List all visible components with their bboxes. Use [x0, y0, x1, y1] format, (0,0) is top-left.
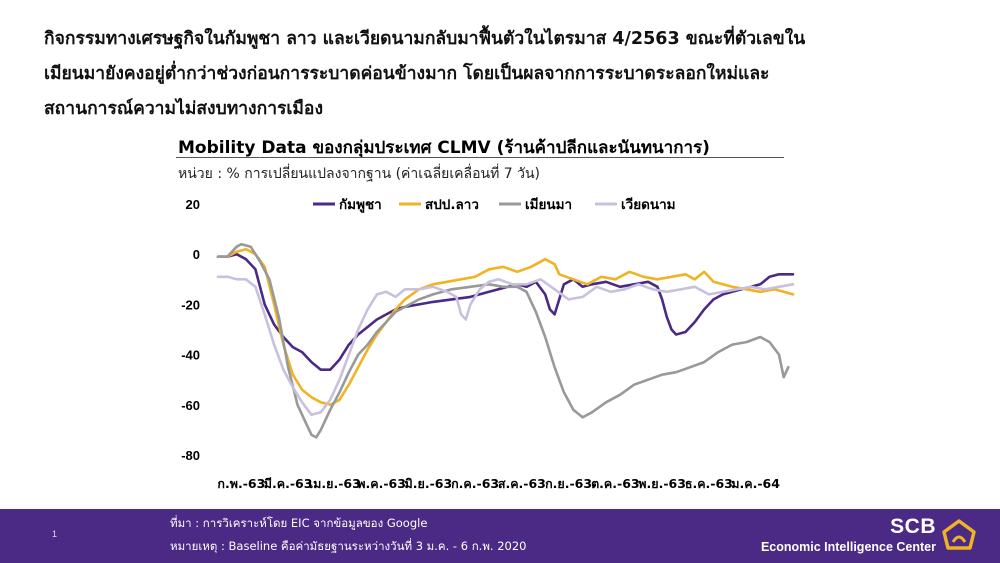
series-line-3 — [216, 242, 790, 439]
baseline-note: หมายเหตุ : Baseline คือค่ามัธยฐานระหว่าง… — [170, 539, 527, 553]
series-line-4 — [216, 275, 795, 417]
legend-label: เมียนมา — [525, 197, 572, 213]
series-line-1 — [216, 252, 795, 371]
x-tick-label: ก.ค.-63 — [451, 476, 499, 491]
headline-line-3: สถานการณ์ความไม่สงบทางการเมือง — [44, 99, 323, 119]
x-tick-label: ต.ค.-63 — [591, 476, 640, 491]
scb-house-logo-icon — [942, 519, 976, 550]
brand-block: SCB Economic Intelligence Center — [760, 515, 936, 555]
chart-subtitle: หน่วย : % การเปลี่ยนแปลงจากฐาน (ค่าเฉลี่… — [178, 166, 541, 182]
footer-bar — [0, 509, 1000, 563]
mobility-line-chart: 200-20-40-60-80 ก.พ.-63มี.ค.-63เม.ย.-63พ… — [181, 197, 795, 491]
legend-label: เวียดนาม — [621, 197, 676, 213]
x-tick-label: มิ.ย.-63 — [405, 476, 453, 491]
x-tick-label: มี.ค.-63 — [264, 476, 313, 491]
y-tick-label: -20 — [181, 297, 200, 312]
y-tick-label: -60 — [181, 398, 200, 413]
y-axis: 20 0 -20 -40 -60 -80 — [181, 197, 200, 463]
y-tick-label: -40 — [181, 348, 200, 363]
headline-line-1: กิจกรรมทางเศรษฐกิจในกัมพูชา ลาว และเวียด… — [44, 29, 806, 49]
x-tick-label: ส.ค.-63 — [498, 476, 546, 491]
chart-title: Mobility Data ของกลุ่มประเทศ CLMV (ร้านค… — [178, 138, 710, 158]
page-number: 1 — [52, 529, 58, 539]
y-tick-label: 0 — [193, 247, 200, 262]
brand-name: SCB — [890, 515, 936, 538]
headline: กิจกรรมทางเศรษฐกิจในกัมพูชา ลาว และเวียด… — [44, 22, 974, 127]
chart-legend: กัมพูชา สปป.ลาว เมียนมา เวียดนาม — [313, 197, 676, 213]
x-tick-label: พ.ค.-63 — [357, 476, 406, 491]
legend-label: สปป.ลาว — [425, 197, 479, 213]
chart-title-underline — [176, 157, 784, 158]
headline-line-2: เมียนมายังคงอยู่ต่ำกว่าช่วงก่อนการระบาดค… — [44, 64, 770, 84]
x-tick-label: พ.ย.-63 — [638, 476, 686, 491]
y-tick-label: 20 — [186, 197, 200, 212]
x-tick-label: ก.พ.-63 — [217, 476, 265, 491]
x-tick-label: ม.ค.-64 — [731, 476, 780, 491]
x-tick-label: ก.ย.-63 — [545, 476, 592, 491]
x-tick-label: เม.ย.-63 — [309, 476, 361, 491]
x-axis: ก.พ.-63มี.ค.-63เม.ย.-63พ.ค.-63มิ.ย.-63ก.… — [217, 476, 780, 491]
source-note: ที่มา : การวิเคราะห์โดย EIC จากข้อมูลของ… — [170, 516, 428, 530]
y-tick-label: -80 — [181, 448, 200, 463]
brand-subtitle: Economic Intelligence Center — [760, 540, 936, 554]
plot-area — [216, 242, 795, 439]
series-line-2 — [216, 247, 795, 407]
legend-label: กัมพูชา — [339, 197, 382, 213]
x-tick-label: ธ.ค.-63 — [685, 476, 733, 491]
